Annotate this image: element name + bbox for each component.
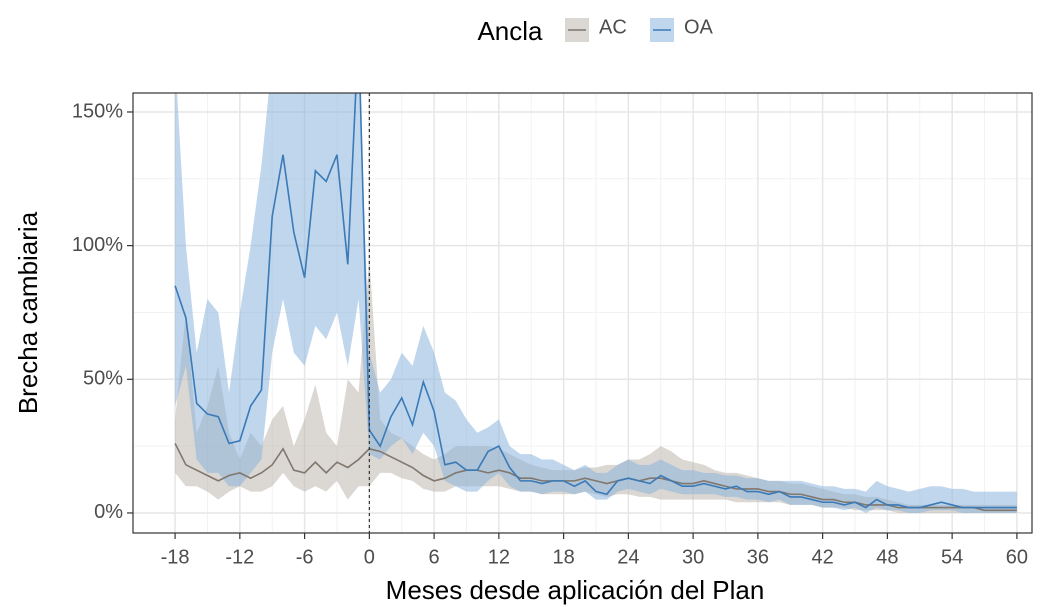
legend-label: OA <box>684 16 714 38</box>
plot-border <box>132 92 1033 534</box>
y-axis-title: Brecha cambiaria <box>13 211 43 414</box>
series-line <box>174 93 1017 509</box>
x-tick-label: 30 <box>682 546 704 568</box>
x-tick-label: 6 <box>429 546 440 568</box>
x-tick-label: 48 <box>876 546 898 568</box>
y-tick-label: 50% <box>83 368 123 390</box>
x-tick-label: 18 <box>552 546 574 568</box>
x-tick-label: 42 <box>812 546 834 568</box>
y-tick-label: 0% <box>94 501 123 523</box>
x-tick-label: 54 <box>941 546 963 568</box>
x-tick-label: -18 <box>161 546 190 568</box>
x-tick-label: 0 <box>364 546 375 568</box>
axes: -18 -12 -6 0 6 12 18 24 30 36 42 48 54 60 0% 50% 100% 150… <box>72 100 1028 568</box>
plot-area <box>174 93 1017 533</box>
x-tick-label: 60 <box>1006 546 1028 568</box>
x-tick-label: -12 <box>225 546 254 568</box>
legend-label: AC <box>599 16 627 38</box>
legend-title: Ancla <box>477 16 543 46</box>
x-tick-label: -6 <box>296 546 314 568</box>
x-tick-label: 24 <box>617 546 639 568</box>
x-axis-title: Meses desde aplicación del Plan <box>386 575 765 605</box>
y-tick-label: 150% <box>72 100 123 122</box>
x-tick-label: 12 <box>488 546 510 568</box>
series-line <box>174 443 1017 512</box>
x-tick-label: 36 <box>747 546 769 568</box>
confidence-band <box>175 93 1017 513</box>
grid <box>133 93 1032 533</box>
y-tick-label: 100% <box>72 234 123 256</box>
